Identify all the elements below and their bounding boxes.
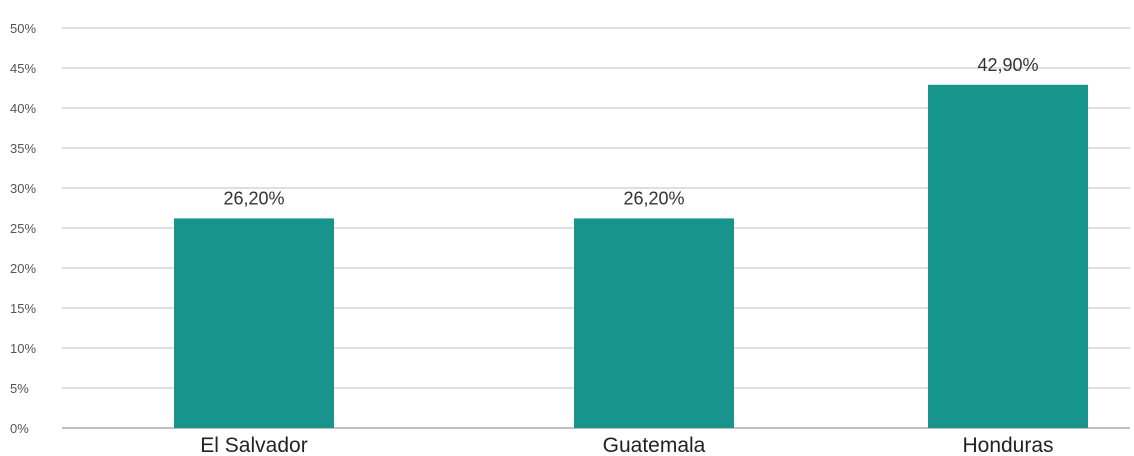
- y-tick-label: 5%: [10, 381, 29, 396]
- bar-el-salvador: [174, 218, 334, 428]
- data-label: 26,20%: [623, 188, 684, 208]
- y-tick-label: 45%: [10, 61, 36, 76]
- x-tick-label: Guatemala: [603, 434, 706, 456]
- data-label: 26,20%: [223, 188, 284, 208]
- y-tick-label: 35%: [10, 141, 36, 156]
- y-tick-label: 0%: [10, 421, 29, 436]
- bar-honduras: [928, 84, 1088, 429]
- y-tick-label: 15%: [10, 301, 36, 316]
- x-tick-label: Honduras: [962, 434, 1053, 456]
- y-tick-label: 20%: [10, 261, 36, 276]
- bars: [174, 84, 1088, 429]
- y-tick-label: 10%: [10, 341, 36, 356]
- y-tick-label: 25%: [10, 221, 36, 236]
- y-tick-label: 40%: [10, 101, 36, 116]
- data-labels: 26,20% 26,20% 42,90%: [223, 55, 1038, 209]
- data-label: 42,90%: [977, 55, 1038, 75]
- x-tick-label: El Salvador: [200, 434, 307, 456]
- y-tick-label: 30%: [10, 181, 36, 196]
- x-axis-ticks: El Salvador Guatemala Honduras: [200, 434, 1053, 456]
- bar-guatemala: [574, 218, 734, 428]
- y-axis-ticks: 0% 5% 10% 15% 20% 25% 30% 35% 40% 45% 50%: [10, 21, 36, 436]
- y-tick-label: 50%: [10, 21, 36, 36]
